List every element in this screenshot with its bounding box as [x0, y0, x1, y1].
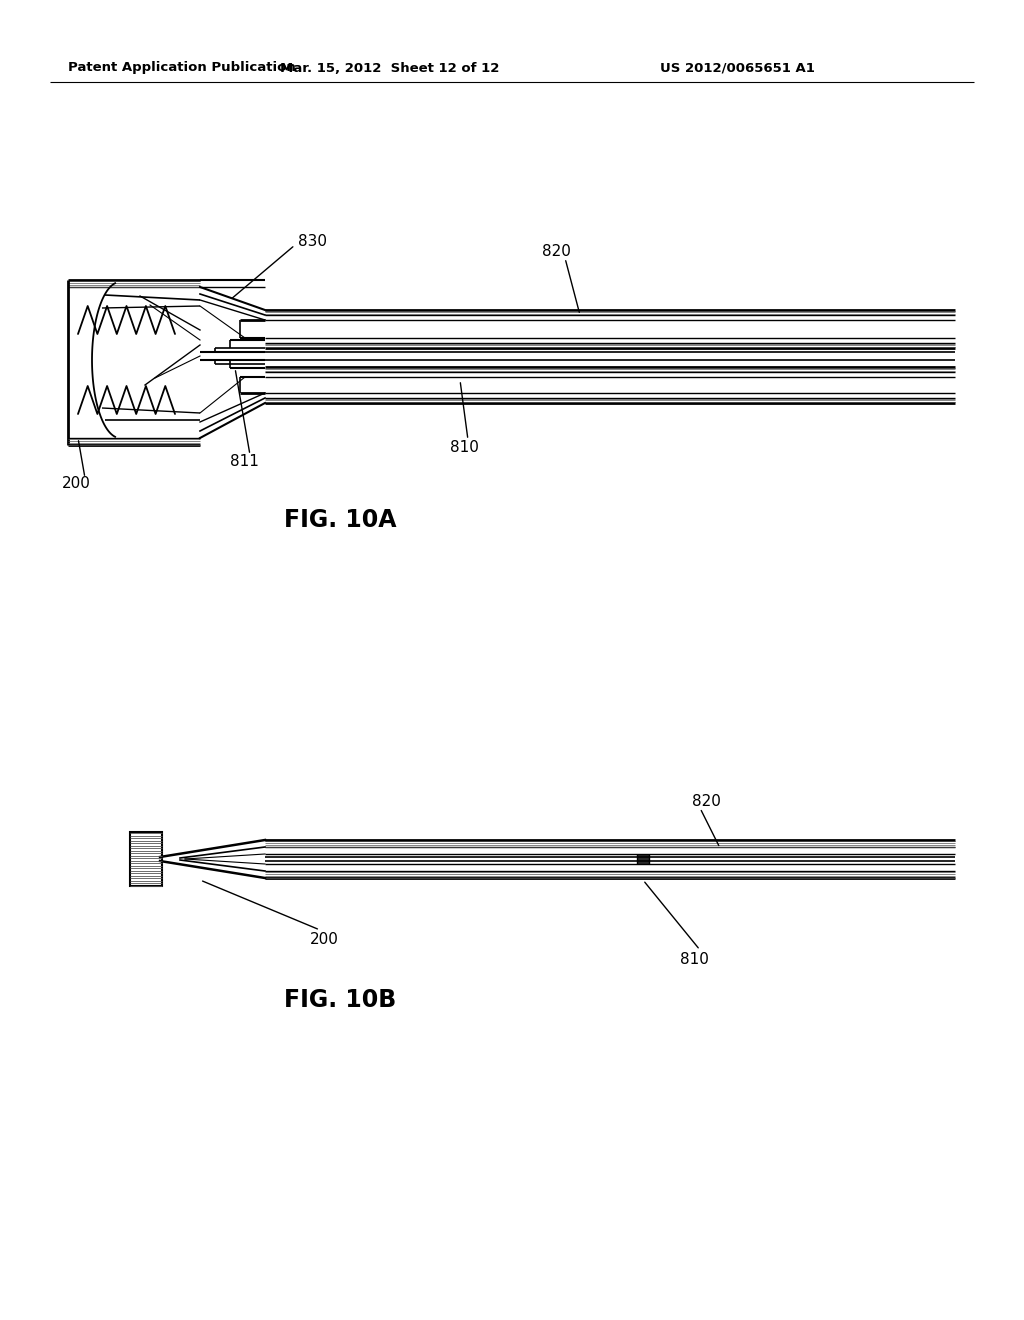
Text: 200: 200: [62, 477, 91, 491]
Text: 820: 820: [692, 795, 721, 809]
Bar: [637, 854, 649, 865]
Text: 200: 200: [310, 932, 339, 948]
Text: US 2012/0065651 A1: US 2012/0065651 A1: [660, 62, 815, 74]
Text: 810: 810: [450, 441, 479, 455]
Text: FIG. 10B: FIG. 10B: [284, 987, 396, 1012]
Bar: [130, 832, 162, 886]
Text: Patent Application Publication: Patent Application Publication: [68, 62, 296, 74]
Text: FIG. 10A: FIG. 10A: [284, 508, 396, 532]
Text: Mar. 15, 2012  Sheet 12 of 12: Mar. 15, 2012 Sheet 12 of 12: [281, 62, 500, 74]
Text: 820: 820: [542, 244, 570, 260]
Text: 811: 811: [230, 454, 259, 470]
Text: 830: 830: [298, 234, 327, 248]
Text: 810: 810: [680, 953, 709, 968]
